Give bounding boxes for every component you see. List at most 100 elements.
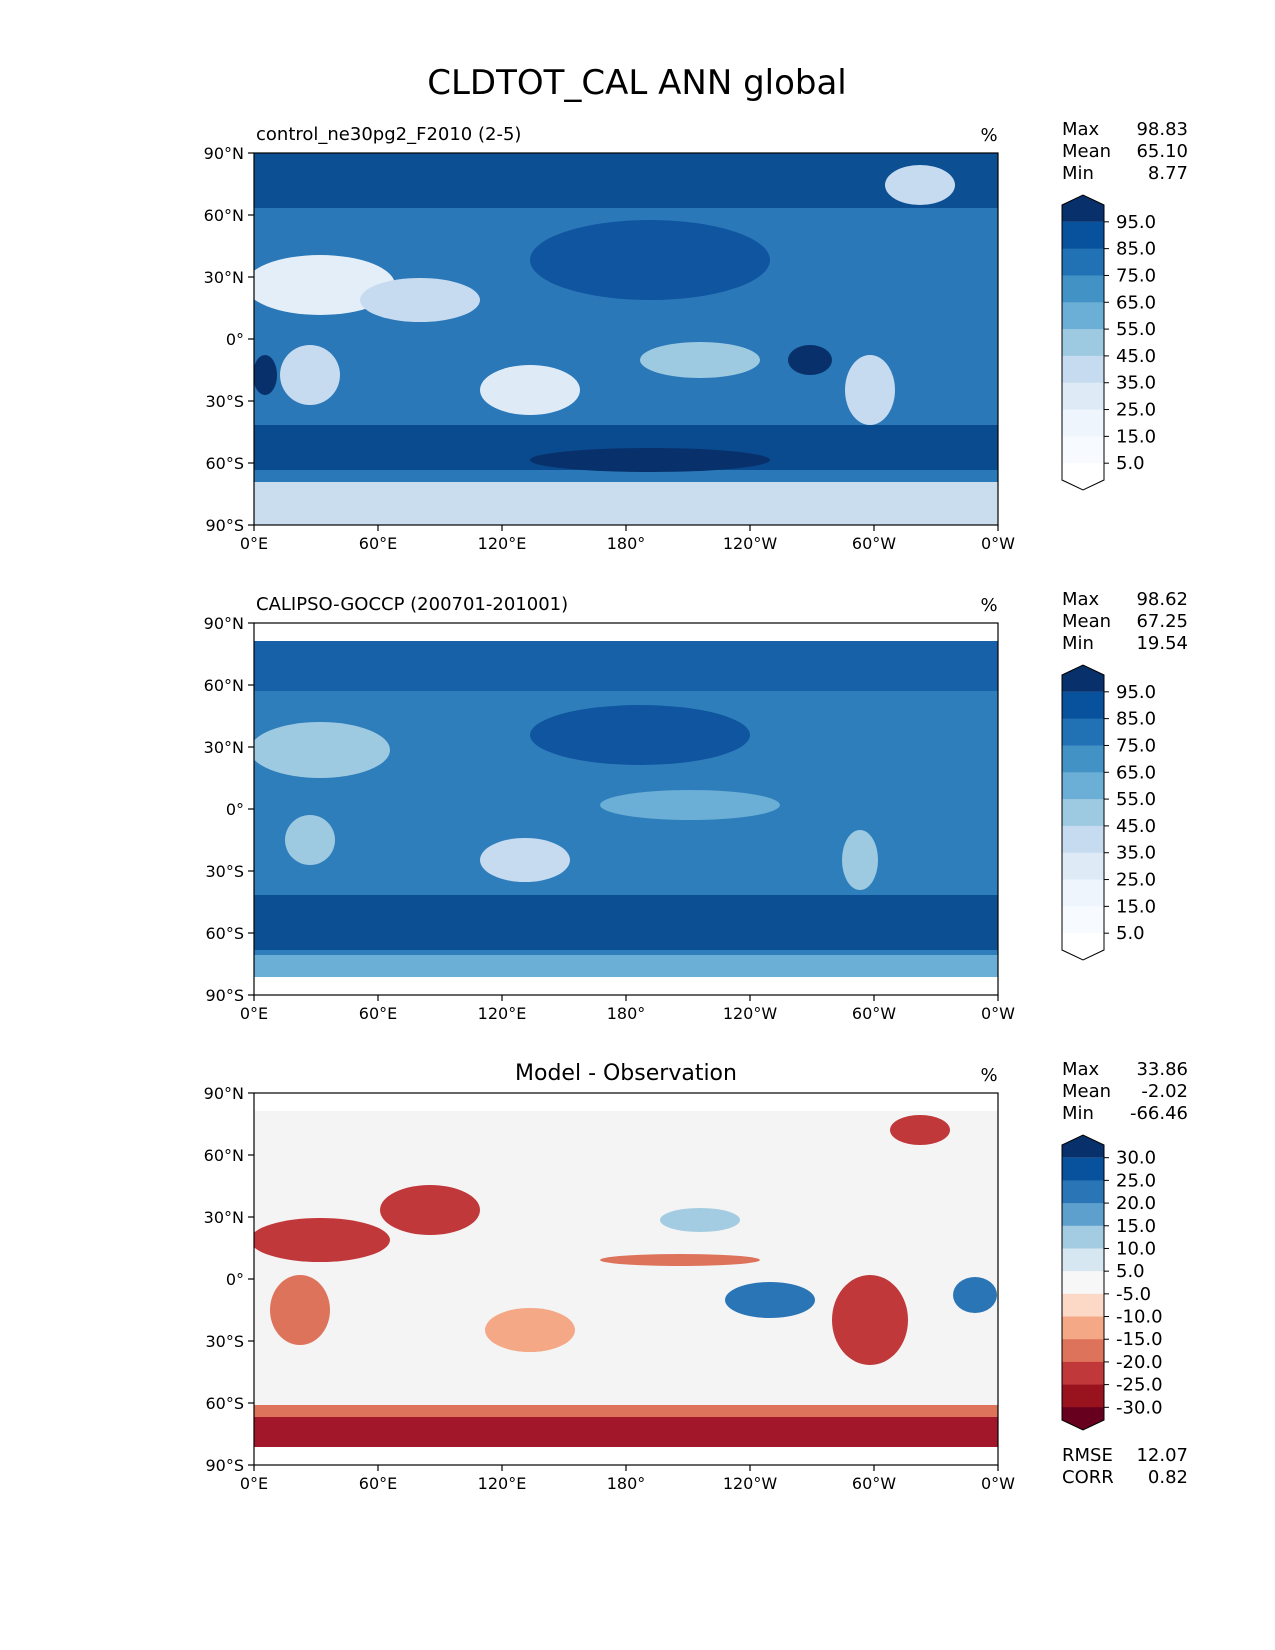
stat-min-label: Min xyxy=(1062,163,1094,184)
colorbar-segment xyxy=(1062,879,1104,907)
stat-mean-value: 67.25 xyxy=(1136,611,1188,632)
lon-tick-label: 120°W xyxy=(723,534,778,553)
colorbar-segment xyxy=(1062,409,1104,437)
colorbar-segment xyxy=(1062,1225,1104,1249)
lat-tick-label: 30°S xyxy=(205,392,244,411)
colorbar-tick-label: 65.0 xyxy=(1116,292,1156,313)
region-south-america-deficit xyxy=(832,1275,908,1365)
colorbar-segment xyxy=(1062,436,1104,464)
lon-tick-label: 0°E xyxy=(240,534,268,553)
band-antarctic-deficit xyxy=(254,1417,998,1447)
axis-ticks-model: 90°N 60°N 30°N 0° 30°S 60°S 90°S0°E 60°E 120°E 18… xyxy=(204,144,1016,553)
colorbar-tick-label: 25.0 xyxy=(1116,1170,1156,1191)
band-antarctica xyxy=(254,482,998,525)
band-arctic xyxy=(254,641,998,691)
lon-tick-label: 0°W xyxy=(981,1004,1015,1023)
lon-tick-label: 0°E xyxy=(240,1474,268,1493)
colorbar-segment xyxy=(1062,1180,1104,1204)
colorbar-tick-label: -10.0 xyxy=(1116,1307,1163,1328)
lat-tick-label: 30°S xyxy=(205,862,244,881)
colorbar-tick-label: 25.0 xyxy=(1116,400,1156,421)
region-australia xyxy=(480,838,570,882)
map-model xyxy=(254,153,998,525)
stat-max-label: Max xyxy=(1062,1059,1100,1080)
region-east-pacific-surplus xyxy=(725,1282,815,1318)
colorbar-extend-min xyxy=(1062,463,1104,490)
colorbar-tick-label: -25.0 xyxy=(1116,1375,1163,1396)
colorbar-segment xyxy=(1062,1339,1104,1363)
region-australia xyxy=(480,365,580,415)
band-arctic xyxy=(254,153,998,208)
colorbar-segment xyxy=(1062,1157,1104,1181)
lat-tick-label: 60°N xyxy=(204,206,244,225)
colorbar-segment xyxy=(1062,772,1104,800)
colorbar-segment xyxy=(1062,1248,1104,1272)
colorbar-tick-label: 45.0 xyxy=(1116,346,1156,367)
colorbar-tick-label: -15.0 xyxy=(1116,1329,1163,1350)
units-label-model: % xyxy=(980,125,997,146)
colorbar-extend-max xyxy=(1062,665,1104,692)
region-east-pacific-low xyxy=(640,342,760,378)
lat-tick-label: 30°N xyxy=(204,738,244,757)
lat-tick-label: 0° xyxy=(226,330,244,349)
colorbar-tick-label: 35.0 xyxy=(1116,373,1156,394)
colorbar-segment xyxy=(1062,355,1104,384)
stat-max-label: Max xyxy=(1062,119,1100,140)
colorbar-segment xyxy=(1062,275,1104,303)
colorbar-segment xyxy=(1062,1361,1104,1386)
colorbar-outline xyxy=(1061,194,1105,491)
colorbar-tick-label: 65.0 xyxy=(1116,762,1156,783)
region-north-pacific xyxy=(530,220,770,300)
colorbar-segment xyxy=(1062,745,1104,773)
stat-min-label: Min xyxy=(1062,633,1094,654)
colorbar-tick-label: 85.0 xyxy=(1116,239,1156,260)
map-diff xyxy=(254,1093,998,1465)
colorbar-outline xyxy=(1061,664,1105,961)
panel-model: control_ne30pg2_F2010 (2-5) % 90°N 60°N 30… xyxy=(204,119,1188,553)
region-southern-africa xyxy=(285,815,335,865)
colorbar-segment xyxy=(1062,382,1104,411)
colorbar-segment xyxy=(1062,906,1104,934)
lon-tick-label: 120°E xyxy=(478,1004,527,1023)
stat-max-label: Max xyxy=(1062,589,1100,610)
colorbar-segment xyxy=(1062,1271,1104,1295)
region-middle-east xyxy=(360,278,480,322)
lon-tick-label: 0°W xyxy=(981,1474,1015,1493)
colorbar-extend-max xyxy=(1062,1135,1104,1158)
lat-tick-label: 60°S xyxy=(205,924,244,943)
lon-tick-label: 60°E xyxy=(359,1004,397,1023)
colorbar-extend-min xyxy=(1062,1407,1104,1430)
colorbar-tick-label: 75.0 xyxy=(1116,265,1156,286)
colorbar-segment xyxy=(1062,799,1104,827)
lon-tick-label: 60°W xyxy=(852,534,896,553)
colorbar-tick-label: 45.0 xyxy=(1116,816,1156,837)
corr-value: 0.82 xyxy=(1148,1467,1188,1488)
panel-obs: CALIPSO-GOCCP (200701-201001) % 90°N 60°N… xyxy=(204,589,1188,1023)
colorbar-extend-max xyxy=(1062,195,1104,222)
colorbar-tick-label: 85.0 xyxy=(1116,709,1156,730)
panel-title-diff: Model - Observation xyxy=(515,1061,737,1086)
stat-min-label: Min xyxy=(1062,1103,1094,1124)
stat-mean-label: Mean xyxy=(1062,141,1111,162)
lon-tick-label: 180° xyxy=(607,534,646,553)
colorbar-tick-label: 20.0 xyxy=(1116,1193,1156,1214)
region-north-africa xyxy=(254,722,390,778)
panel-title-obs: CALIPSO-GOCCP (200701-201001) xyxy=(256,594,568,615)
lat-tick-label: 0° xyxy=(226,1270,244,1289)
colorbar-tick-label: 15.0 xyxy=(1116,896,1156,917)
colorbar-tick-label: 95.0 xyxy=(1116,212,1156,233)
axis-ticks-diff: 90°N 60°N 30°N 0° 30°S 60°S 90°S0°E 60°E 120°E 18… xyxy=(204,1084,1016,1493)
colorbar-tick-label: 55.0 xyxy=(1116,789,1156,810)
region-north-africa xyxy=(254,255,395,315)
colorbar-tick-label: -30.0 xyxy=(1116,1397,1163,1418)
colorbar-segment xyxy=(1062,1203,1104,1227)
colorbar-tick-label: 30.0 xyxy=(1116,1148,1156,1169)
colorbar-tick-label: 75.0 xyxy=(1116,735,1156,756)
map-field-diff xyxy=(254,1111,998,1447)
colorbar-model: 95.0 85.0 75.0 65.0 55.0 45.0 35.0 25.0 15.0 5.0 xyxy=(1061,194,1156,491)
region-north-africa-deficit xyxy=(254,1218,390,1262)
axis-ticks-obs: 90°N 60°N 30°N 0° 30°S 60°S 90°S0°E 60°E 120°E 18… xyxy=(204,614,1016,1023)
lon-tick-label: 60°E xyxy=(359,1474,397,1493)
lon-tick-label: 180° xyxy=(607,1004,646,1023)
lon-tick-label: 120°W xyxy=(723,1474,778,1493)
